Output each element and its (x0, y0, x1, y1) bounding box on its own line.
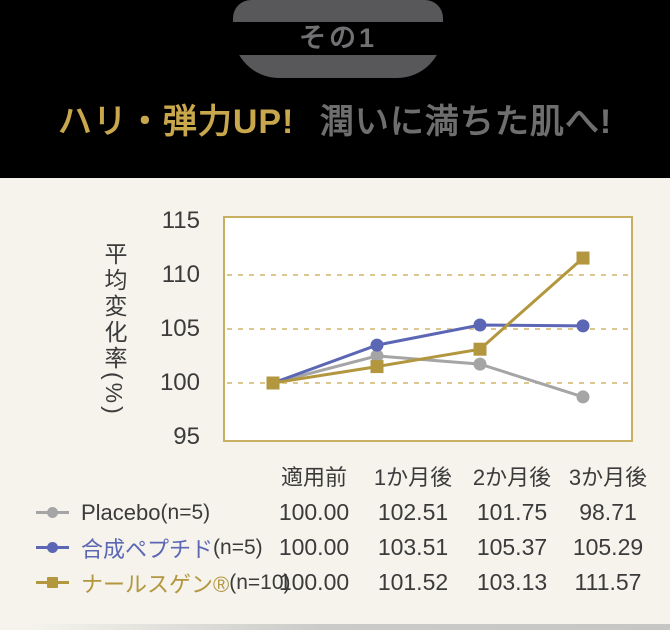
circle-marker-icon (47, 507, 58, 518)
legend-item-placebo: Placebo (n=5) (24, 500, 264, 526)
table-value: 102.51 (377, 499, 449, 525)
hero-section: その1 ハリ・弾力UP! 潤いに満ちた肌へ! (0, 0, 670, 178)
table-value: 103.13 (476, 569, 548, 595)
series-name: ナールスゲン® (81, 571, 230, 597)
series-name: 合成ペプチド (81, 536, 214, 562)
table-value: 100.00 (278, 499, 350, 525)
table-value: 98.71 (579, 499, 637, 525)
circle-marker-icon (47, 542, 58, 553)
table-value: 101.75 (476, 499, 548, 525)
column-header: 適用前 (280, 464, 347, 490)
results-table: 適用前 1か月後 2か月後 3か月後 Placebo (n=5) 100.00 … (24, 460, 654, 600)
table-value: 100.00 (278, 534, 350, 560)
y-tick-105: 105 (159, 315, 200, 342)
series-sample-size: (n=5) (160, 500, 211, 524)
headline-gray-part: 潤いに満ちた肌へ! (319, 103, 613, 141)
legend-line-icon (36, 507, 69, 518)
section-divider (28, 624, 670, 630)
legend-line-icon (36, 542, 69, 553)
legend-item-peptide: 合成ペプチド (n=5) (24, 532, 264, 564)
y-tick-115: 115 (161, 207, 200, 234)
badge-ribbon: その1 (231, 0, 445, 78)
table-value: 103.51 (377, 534, 449, 560)
badge-label: その1 (298, 23, 378, 53)
y-axis-title: 平均変化率(%) (101, 242, 127, 417)
series-sample-size: (n=10) (229, 570, 291, 594)
table-corner-cell (24, 459, 264, 497)
line-chart-plot (223, 216, 633, 442)
y-tick-95: 95 (173, 423, 200, 450)
y-tick-110: 110 (161, 261, 200, 288)
chart-section: 平均変化率(%) 115 110 105 100 95 適用前 1か月後 2か月… (0, 178, 670, 630)
legend-line-icon (36, 577, 69, 588)
legend-item-nahlsgen: ナールスゲン® (n=10) (24, 567, 291, 599)
table-value: 101.52 (377, 569, 449, 595)
table-value: 105.37 (476, 534, 548, 560)
series-name: Placebo (81, 499, 161, 525)
square-marker-icon (47, 577, 58, 588)
y-tick-100: 100 (159, 369, 200, 396)
column-header: 1か月後 (373, 464, 453, 490)
column-header: 2か月後 (472, 464, 552, 490)
badge-band: その1 (231, 22, 445, 55)
table-value: 105.29 (572, 534, 644, 560)
series-sample-size: (n=5) (213, 535, 263, 559)
page-title: ハリ・弾力UP! 潤いに満ちた肌へ! (0, 96, 670, 148)
column-header: 3か月後 (568, 464, 648, 490)
table-value: 111.57 (574, 569, 642, 595)
headline-gold-part: ハリ・弾力UP! (57, 103, 295, 141)
table-value: 100.00 (278, 569, 350, 595)
